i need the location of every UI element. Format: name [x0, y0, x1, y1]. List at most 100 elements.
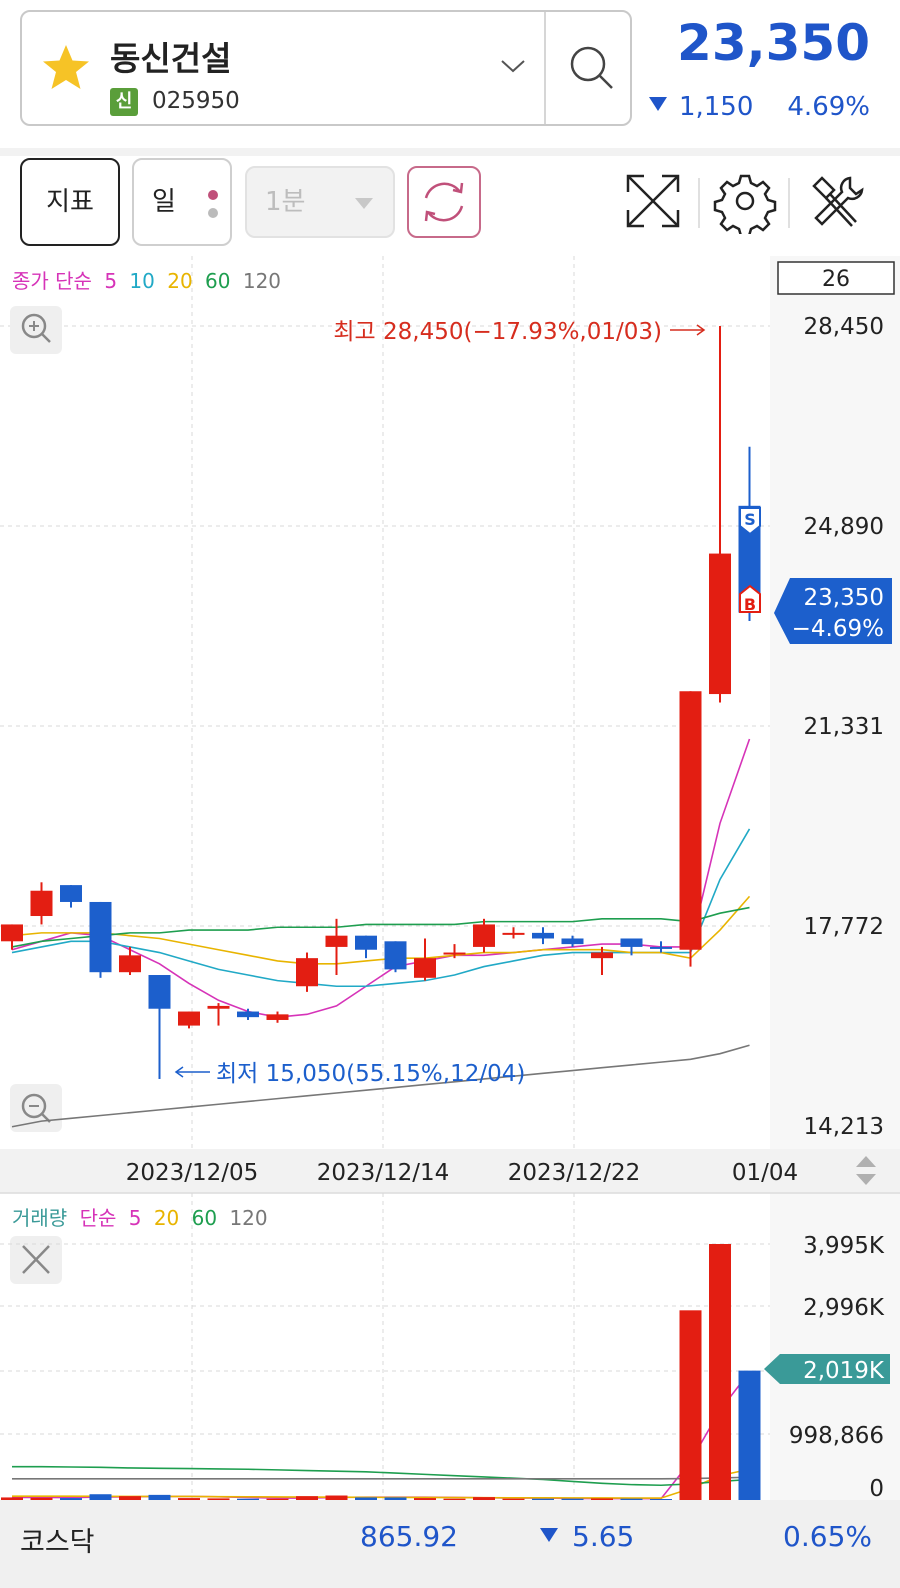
volume-bar	[325, 1495, 348, 1500]
legend-vma120: 120	[229, 1206, 267, 1230]
volume-bar	[591, 1498, 613, 1500]
candle-body	[237, 1011, 259, 1018]
price-axis-labels: 28,450 24,890 21,331 17,772 14,213	[804, 314, 884, 1140]
ma-line-ma60	[11, 906, 750, 948]
price-tick: 21,331	[804, 714, 884, 740]
candle-body	[325, 935, 348, 947]
high-annotation: 최고 28,450(−17.93%,01/03)	[333, 319, 662, 345]
sell-marker[interactable]: S	[739, 507, 761, 536]
price-legend[interactable]: 종가 단순 5 10 20 60 120	[12, 269, 281, 293]
volume-bar	[443, 1498, 466, 1500]
legend-ma20: 20	[167, 269, 192, 293]
volume-bar	[414, 1498, 436, 1500]
down-triangle-icon	[540, 1528, 558, 1542]
expand-icon[interactable]	[620, 168, 686, 234]
ma-line-ma120	[11, 1044, 750, 1128]
stock-selector[interactable]: 동신건설 신 025950	[20, 10, 632, 126]
stock-code: 025950	[152, 88, 240, 114]
change-percent: 4.69%	[787, 92, 870, 122]
price-tick: 17,772	[804, 914, 884, 940]
legend-vma20: 20	[154, 1206, 179, 1230]
volume-bar	[207, 1498, 230, 1500]
price-axis-background	[770, 256, 900, 1149]
date-tick: 2023/12/05	[126, 1160, 259, 1186]
dot-icon	[208, 190, 218, 200]
zoom-out-icon[interactable]	[10, 1084, 62, 1132]
period-day-button[interactable]: 일	[132, 158, 232, 246]
star-icon[interactable]	[40, 42, 92, 94]
volume-tick: 0	[869, 1476, 884, 1500]
volume-bar	[650, 1499, 672, 1500]
chart-background	[0, 256, 900, 1500]
stock-name[interactable]: 동신건설	[110, 39, 232, 78]
candle-body	[384, 941, 407, 970]
volume-bar	[60, 1498, 82, 1500]
candle-body	[443, 952, 466, 955]
volume-bar	[620, 1498, 643, 1500]
legend-prefix: 단순	[80, 1206, 117, 1230]
candle-body	[207, 1005, 230, 1009]
legend-ma60: 60	[205, 269, 230, 293]
close-icon[interactable]	[10, 1236, 62, 1284]
legend-vma5: 5	[129, 1206, 142, 1230]
price-change: 1,150 4.69%	[648, 92, 870, 122]
buy-marker-text: B	[744, 595, 756, 614]
volume-bars	[1, 1244, 761, 1500]
candle-body	[60, 885, 82, 902]
divider	[698, 178, 700, 228]
volume-bar	[532, 1498, 554, 1500]
market-badge: 신	[110, 88, 138, 116]
volume-bar	[384, 1497, 407, 1500]
volume-axis-labels: 3,995K 2,996K 998,866 0	[789, 1233, 885, 1500]
candle-body	[532, 932, 554, 939]
volume-bar	[148, 1494, 171, 1500]
search-icon[interactable]	[552, 12, 632, 124]
sell-marker-text: S	[744, 510, 756, 529]
date-tick: 01/04	[732, 1160, 798, 1186]
zoom-in-icon[interactable]	[10, 306, 62, 354]
market-index-bar[interactable]: 코스닥 865.92 5.65 0.65%	[0, 1500, 900, 1588]
low-arrow-icon	[174, 1066, 210, 1078]
candle-body	[650, 946, 672, 949]
volume-grid	[0, 1193, 770, 1500]
indicator-button[interactable]: 지표	[20, 158, 120, 246]
date-tick: 2023/12/22	[508, 1160, 641, 1186]
chevron-down-icon[interactable]	[498, 56, 528, 76]
down-triangle-icon	[648, 97, 667, 111]
minute-label: 1분	[265, 187, 306, 217]
candle-body	[30, 890, 53, 917]
volume-bar	[473, 1497, 495, 1500]
tools-icon[interactable]	[802, 168, 868, 234]
volume-bar	[738, 1370, 761, 1500]
volume-axis-background	[770, 1193, 900, 1500]
divider	[544, 12, 546, 124]
volume-tick: 3,995K	[803, 1233, 885, 1259]
minute-select[interactable]: 1분	[245, 166, 395, 238]
volume-legend[interactable]: 거래량 단순 5 20 60 120	[12, 1206, 268, 1230]
stock-chart[interactable]: 종가 단순 5 10 20 60 120 26 S B 최고 28,450(−1…	[0, 256, 900, 1500]
current-pct-label: −4.69%	[792, 616, 884, 642]
legend-vma60: 60	[192, 1206, 217, 1230]
candle-body	[473, 924, 495, 947]
refresh-button[interactable]	[407, 166, 481, 238]
index-value: 865.92	[360, 1520, 458, 1553]
scroll-arrows-icon[interactable]	[856, 1156, 876, 1185]
divider	[788, 178, 790, 228]
candle-body	[591, 952, 613, 959]
current-price: 23,350	[677, 14, 870, 72]
buy-marker[interactable]: B	[739, 584, 761, 614]
volume-bar	[355, 1497, 377, 1500]
volume-tick: 2,996K	[803, 1295, 885, 1321]
volume-bar	[1, 1497, 23, 1500]
index-name: 코스닥	[20, 1527, 95, 1558]
volume-bar	[119, 1496, 141, 1500]
legend-prefix: 종가 단순	[12, 269, 92, 293]
price-tick: 28,450	[804, 314, 884, 340]
gear-icon[interactable]	[712, 168, 778, 234]
ma-line-ma20	[11, 895, 751, 965]
legend-ma10: 10	[129, 269, 154, 293]
volume-bar	[561, 1498, 584, 1500]
legend-ma5: 5	[104, 269, 117, 293]
grid	[0, 256, 770, 1149]
date-tick: 2023/12/14	[317, 1160, 450, 1186]
